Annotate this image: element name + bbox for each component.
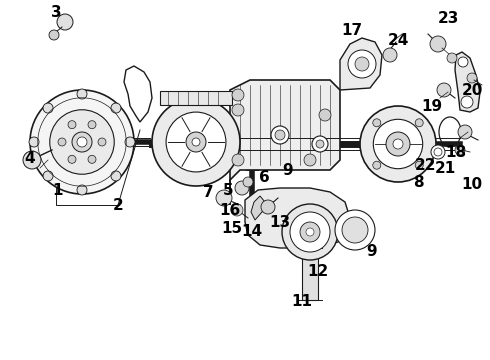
Circle shape	[261, 200, 275, 214]
Text: 4: 4	[24, 150, 35, 166]
Circle shape	[23, 151, 41, 169]
Circle shape	[235, 181, 249, 195]
Circle shape	[271, 126, 289, 144]
Text: 22: 22	[414, 158, 436, 172]
Text: 12: 12	[307, 265, 329, 279]
Circle shape	[166, 112, 226, 172]
Circle shape	[316, 140, 324, 148]
Circle shape	[43, 103, 53, 113]
Polygon shape	[455, 52, 480, 112]
Circle shape	[243, 177, 253, 187]
Circle shape	[58, 138, 66, 146]
Text: 1: 1	[53, 183, 63, 198]
Circle shape	[29, 137, 39, 147]
Circle shape	[231, 204, 243, 216]
Polygon shape	[251, 196, 265, 220]
Circle shape	[461, 96, 473, 108]
Text: 2: 2	[113, 198, 123, 212]
Text: 6: 6	[259, 170, 270, 185]
Circle shape	[111, 103, 121, 113]
Text: 15: 15	[221, 220, 243, 235]
Polygon shape	[124, 66, 152, 122]
Circle shape	[335, 210, 375, 250]
Circle shape	[186, 132, 206, 152]
Circle shape	[43, 171, 53, 181]
Circle shape	[355, 57, 369, 71]
Circle shape	[393, 139, 403, 149]
Text: 13: 13	[270, 215, 291, 230]
Polygon shape	[245, 188, 350, 248]
Text: 17: 17	[342, 23, 363, 37]
Polygon shape	[340, 38, 382, 90]
Circle shape	[152, 98, 240, 186]
Text: 11: 11	[292, 294, 313, 310]
Circle shape	[360, 106, 436, 182]
Circle shape	[415, 119, 423, 127]
Circle shape	[72, 132, 92, 152]
Circle shape	[386, 132, 410, 156]
Text: 14: 14	[242, 225, 263, 239]
Bar	[160, 91, 232, 105]
Text: 9: 9	[367, 244, 377, 260]
Circle shape	[68, 155, 76, 163]
Bar	[302, 248, 318, 300]
Circle shape	[232, 89, 244, 101]
Circle shape	[192, 138, 200, 146]
Circle shape	[50, 110, 114, 174]
Circle shape	[111, 171, 121, 181]
Text: 19: 19	[421, 99, 442, 113]
Text: 23: 23	[437, 10, 459, 26]
Text: 10: 10	[462, 176, 483, 192]
Circle shape	[216, 190, 232, 206]
Circle shape	[77, 137, 87, 147]
Circle shape	[275, 130, 285, 140]
Circle shape	[458, 57, 468, 67]
Circle shape	[342, 217, 368, 243]
Circle shape	[232, 104, 244, 116]
Text: 8: 8	[413, 175, 423, 189]
Text: 21: 21	[434, 161, 456, 176]
Circle shape	[373, 161, 381, 169]
Circle shape	[300, 222, 320, 242]
Circle shape	[312, 136, 328, 152]
Circle shape	[434, 148, 442, 156]
Circle shape	[373, 119, 381, 127]
Circle shape	[77, 185, 87, 195]
Text: 24: 24	[387, 32, 409, 48]
Circle shape	[348, 50, 376, 78]
Circle shape	[467, 73, 477, 83]
Circle shape	[49, 30, 59, 40]
Circle shape	[447, 53, 457, 63]
Circle shape	[68, 121, 76, 129]
Circle shape	[282, 204, 338, 260]
Circle shape	[98, 138, 106, 146]
Circle shape	[430, 36, 446, 52]
Circle shape	[415, 161, 423, 169]
Circle shape	[383, 48, 397, 62]
Circle shape	[306, 228, 314, 236]
Circle shape	[125, 137, 135, 147]
Text: 3: 3	[50, 5, 61, 19]
Text: 7: 7	[203, 185, 213, 199]
Text: 20: 20	[461, 82, 483, 98]
Circle shape	[373, 119, 423, 169]
Circle shape	[304, 154, 316, 166]
Circle shape	[88, 155, 96, 163]
Circle shape	[30, 90, 134, 194]
Circle shape	[290, 212, 330, 252]
Text: 16: 16	[220, 202, 241, 217]
Text: 18: 18	[445, 144, 466, 159]
Circle shape	[57, 14, 73, 30]
Circle shape	[431, 145, 445, 159]
Circle shape	[232, 154, 244, 166]
Circle shape	[455, 145, 465, 155]
Text: 5: 5	[222, 183, 233, 198]
Circle shape	[77, 89, 87, 99]
Text: 9: 9	[283, 162, 294, 177]
Polygon shape	[230, 80, 340, 205]
Circle shape	[437, 83, 451, 97]
Circle shape	[319, 109, 331, 121]
Circle shape	[458, 125, 472, 139]
Circle shape	[88, 121, 96, 129]
